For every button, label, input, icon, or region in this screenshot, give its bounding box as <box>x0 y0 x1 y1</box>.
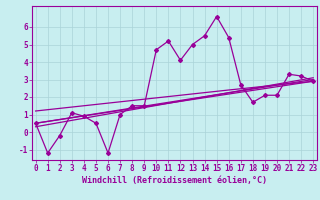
X-axis label: Windchill (Refroidissement éolien,°C): Windchill (Refroidissement éolien,°C) <box>82 176 267 185</box>
